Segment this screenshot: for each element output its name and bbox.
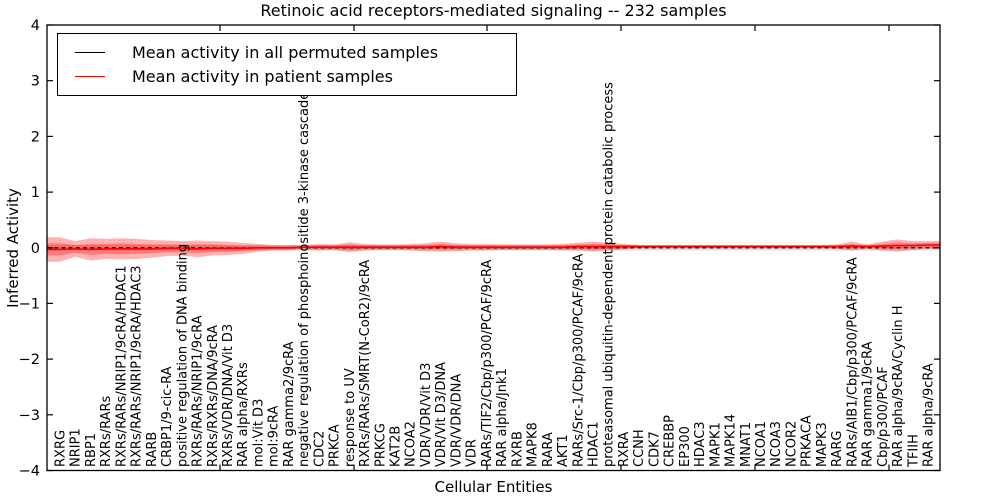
x-tick-label: KAT2B	[389, 426, 404, 467]
x-tick-label: RARs/AIB1/Cbp/p300/PCAF/9cRA	[845, 257, 860, 467]
x-tick-label: PRKCA	[328, 424, 343, 467]
x-tick-label: MAPK1	[708, 422, 723, 467]
x-tick-label: RARG	[830, 430, 845, 467]
x-tick-label: RXRG	[54, 430, 69, 467]
legend: Mean activity in all permuted samples Me…	[57, 33, 517, 96]
x-tick-label: RXRs/RARs/NRIP1/9cRA/HDAC1	[114, 265, 129, 467]
y-tick-label: 3	[31, 74, 40, 90]
x-tick-label: VDR/VDR/Vit D3	[419, 363, 434, 467]
x-tick-label: PRKACA	[800, 415, 815, 467]
patient-line-swatch	[75, 76, 105, 78]
x-tick-label: MAPK3	[815, 422, 830, 467]
y-tick-label: −1	[19, 296, 40, 312]
x-tick-label: RXRs/RARs/SMRT(N-CoR2)/9cRA	[358, 260, 373, 467]
y-tick-label: 1	[31, 185, 40, 201]
x-tick-label: mol:Vit D3	[252, 399, 267, 467]
x-tick-label: RAR gamma2/9cRA	[282, 341, 297, 467]
legend-entry-patient: Mean activity in patient samples	[75, 67, 516, 86]
x-tick-label: MAPK8	[526, 422, 541, 467]
x-tick-label: CRBP1/9-cic-RA	[160, 366, 175, 467]
x-tick-label: RAR alpha/RXRs	[236, 362, 251, 467]
x-tick-label: HDAC3	[693, 421, 708, 467]
x-tick-label: response to UV	[343, 368, 358, 467]
chart-title: Retinoic acid receptors-mediated signali…	[260, 1, 727, 20]
x-tick-label: PRKCG	[373, 423, 388, 467]
y-axis-title: Inferred Activity	[4, 188, 22, 308]
x-tick-label: RBP1	[84, 433, 99, 467]
x-tick-label: RAR alpha/9cRA/Cyclin H	[891, 306, 906, 467]
y-tick-label: 4	[31, 18, 40, 34]
x-tick-label: NCOR2	[784, 421, 799, 467]
x-tick-label: HDAC1	[587, 421, 602, 467]
x-tick-label: RARA	[541, 432, 556, 467]
x-tick-label: EP300	[678, 426, 693, 467]
x-tick-label: VDR/Vit D3/DNA	[434, 362, 449, 467]
x-tick-label: RARB	[145, 432, 160, 467]
x-tick-label: proteasomal ubiquitin-dependent protein …	[602, 82, 617, 467]
x-tick-label: TFIIH	[906, 434, 921, 468]
x-tick-label: RXRA	[617, 432, 632, 467]
x-tick-label: RAR gamma1/9cRA	[861, 341, 876, 467]
x-tick-label: mol:9cRA	[267, 405, 282, 467]
x-axis-title: Cellular Entities	[434, 478, 553, 496]
legend-label-patient: Mean activity in patient samples	[132, 67, 393, 87]
x-tick-label: Cbp/p300/PCAF	[876, 366, 891, 467]
y-tick-label: 2	[31, 129, 40, 145]
x-tick-label: RXRs/RARs/NRIP1/9cRA	[191, 315, 206, 467]
x-tick-label: CREBBP	[663, 415, 678, 467]
x-tick-label: negative regulation of phosphoinositide …	[297, 92, 312, 467]
x-tick-label: RXRs/RARs/NRIP1/9cRA/HDAC3	[130, 265, 145, 467]
x-tick-label: RXRs/RXRs/DNA/9cRA	[206, 325, 221, 467]
x-tick-label: NCOA2	[404, 421, 419, 467]
x-tick-label: RAR alpha/Jnk1	[495, 368, 510, 467]
y-tick-label: −2	[19, 352, 40, 368]
legend-entry-permuted: Mean activity in all permuted samples	[75, 43, 516, 62]
patient-std-band-inner	[47, 242, 940, 256]
x-tick-label: RARs/TIF2/Cbp/p300/PCAF/9cRA	[480, 260, 495, 467]
y-tick-label: −4	[19, 464, 40, 480]
x-tick-label: RARs/Src-1/Cbp/p300/PCAF/9cRA	[571, 254, 586, 467]
patient-std-band-outer	[47, 237, 940, 262]
y-tick-label: −3	[19, 408, 40, 424]
x-tick-label: AKT1	[556, 434, 571, 467]
x-tick-label: NCOA3	[769, 421, 784, 467]
x-tick-label: positive regulation of DNA binding	[175, 244, 190, 467]
x-tick-label: VDR/VDR/DNA	[449, 374, 464, 467]
x-tick-label: MAPK14	[724, 414, 739, 467]
x-tick-label: CCNH	[632, 429, 647, 467]
x-tick-label: MNAT1	[739, 422, 754, 467]
patient-mean-line	[47, 244, 940, 251]
permuted-line-swatch	[75, 51, 105, 53]
x-tick-label: RAR alpha/9cRA	[922, 363, 937, 467]
x-tick-label: RXRB	[510, 431, 525, 467]
x-tick-label: CDC2	[312, 431, 327, 467]
x-tick-label: NCOA1	[754, 421, 769, 467]
y-tick-label: 0	[31, 241, 40, 257]
x-tick-label: NRIP1	[69, 428, 84, 467]
x-tick-label: VDR	[465, 439, 480, 467]
x-tick-label: CDK7	[647, 431, 662, 467]
x-tick-label: RXRs/RARs	[99, 395, 114, 467]
x-tick-label: RXRs/VDR/DNA/Vit D3	[221, 324, 236, 467]
legend-label-permuted: Mean activity in all permuted samples	[132, 42, 439, 62]
